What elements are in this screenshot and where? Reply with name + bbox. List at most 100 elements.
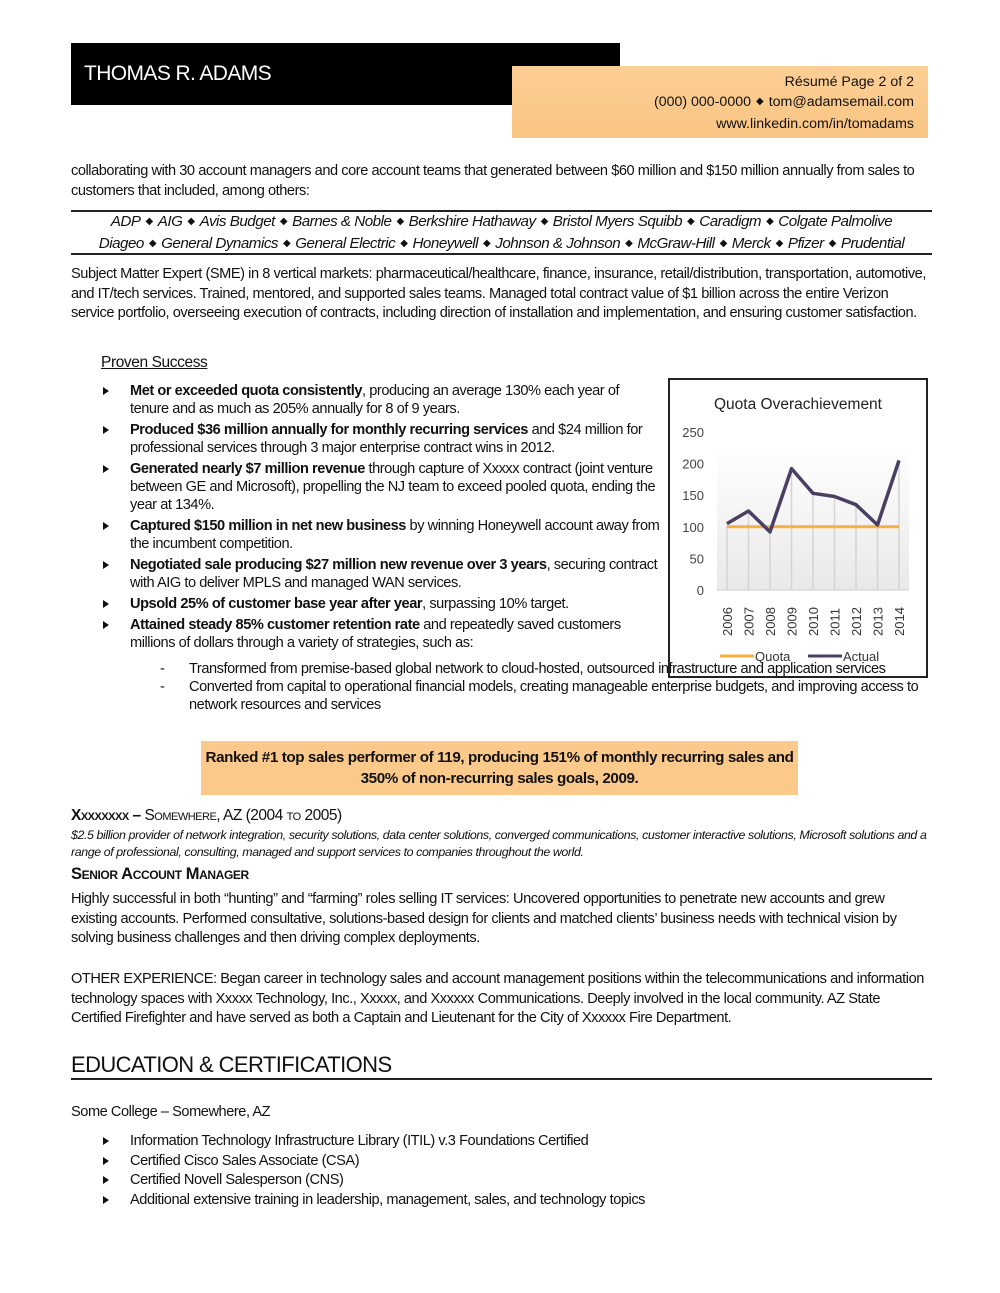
client-list: ADP ◆ AIG ◆ Avis Budget ◆ Barnes & Noble ◆ Berks… <box>71 212 932 256</box>
other-experience: OTHER EXPERIENCE: Began career in techno… <box>71 971 924 1027</box>
client-name: Prudential <box>840 235 905 252</box>
achievement-highlight: Met or exceeded quota consistently <box>130 383 363 399</box>
series-line-actual <box>726 459 901 534</box>
x-tick-label: 2014 <box>892 607 907 636</box>
chart-title: Quota Overachievement <box>714 396 883 413</box>
achievement-detail: and repeatedly saved customers millions … <box>130 617 621 651</box>
achievement-highlight: Produced $36 million annually for monthl… <box>130 422 528 438</box>
client-name: Colgate Palmolive <box>778 213 893 230</box>
diamond-icon: ◆ <box>540 216 549 227</box>
intro-paragraph: collaborating with 30 account managers a… <box>71 163 915 199</box>
achievement-highlight: Attained steady 85% customer retention r… <box>130 617 420 633</box>
client-name: ADP <box>110 213 141 230</box>
achievement-item: Generated nearly $7 million revenue thro… <box>100 460 660 514</box>
certification-item: Information Technology Infrastructure Li… <box>100 1132 900 1152</box>
job-title: Senior Account Manager <box>71 865 249 883</box>
candidate-name: THOMAS R. ADAMS <box>84 62 272 85</box>
achievement-item: Attained steady 85% customer retention r… <box>100 616 660 652</box>
divider <box>71 1078 932 1080</box>
achievement-highlight: Captured $150 million in net new busines… <box>130 518 406 534</box>
x-tick-label: 2010 <box>806 607 821 636</box>
y-tick-label: 100 <box>682 520 704 535</box>
client-name: Barnes & Noble <box>292 213 392 230</box>
client-name: General Electric <box>295 235 396 252</box>
strategy-list: Transformed from premise-based global ne… <box>160 660 935 714</box>
x-tick-label: 2007 <box>742 607 757 636</box>
contact-box: Résumé Page 2 of 2 (000) 000-0000 ◆ tom@ad… <box>512 66 928 138</box>
achievement-highlight: Upsold 25% of customer base year after y… <box>130 596 423 612</box>
divider <box>71 253 932 255</box>
diamond-icon: ◆ <box>396 216 404 227</box>
chart-canvas: Quota Overachievement 0 50 100 150 200 250 2006… <box>682 396 909 664</box>
client-name: Berkshire Hathaway <box>408 213 536 230</box>
achievement-detail: and $24 million for professional service… <box>130 422 643 456</box>
diamond-icon: ◆ <box>775 238 784 249</box>
diamond-icon: ◆ <box>148 238 157 249</box>
certification-item: Certified Novell Salesperson (CNS) <box>100 1171 900 1191</box>
client-row: ADP ◆ AIG ◆ Avis Budget ◆ Barnes & Noble ◆ Berks… <box>71 212 932 234</box>
linkedin-link[interactable]: www.linkedin.com/in/tomadams <box>716 116 914 132</box>
client-row: Diageo ◆ General Dynamics ◆ General Electric… <box>71 234 932 256</box>
achievement-item: Captured $150 million in net new busines… <box>100 517 660 553</box>
divider <box>71 210 932 212</box>
y-tick-label: 0 <box>697 583 704 598</box>
client-name: Honeywell <box>412 235 479 252</box>
sme-paragraph: Subject Matter Expert (SME) in 8 vertica… <box>71 266 926 322</box>
client-name: Pfizer <box>787 235 824 252</box>
company-description: $2.5 billion provider of network integra… <box>71 828 927 859</box>
job-header: Xxxxxxxx – Somewhere, AZ (2004 to 2005) <box>71 807 342 825</box>
diamond-icon: ◆ <box>828 238 837 249</box>
x-tick-label: 2008 <box>763 607 778 636</box>
diamond-icon: ◆ <box>687 216 695 227</box>
client-name: Diageo <box>98 235 145 252</box>
x-tick-label: 2009 <box>785 607 800 636</box>
proven-success-heading: Proven Success <box>101 354 208 371</box>
strategy-item: Converted from capital to operational fi… <box>160 678 935 714</box>
diamond-icon: ◆ <box>483 238 491 249</box>
education-heading: EDUCATION & CERTIFICATIONS <box>71 1052 392 1077</box>
diamond-icon: ◆ <box>279 216 288 227</box>
page-label: Résumé Page 2 of 2 <box>784 74 914 90</box>
client-name: McGraw-Hill <box>637 235 715 252</box>
achievement-detail: , securing contract with AIG to deliver … <box>130 557 658 591</box>
y-tick-label: 250 <box>682 425 704 440</box>
y-tick-label: 200 <box>682 457 704 472</box>
diamond-icon: ◆ <box>719 238 728 249</box>
quota-chart: Quota Overachievement 0 50 100 150 200 250 2006… <box>668 378 928 678</box>
client-name: AIG <box>157 213 183 230</box>
strategy-item: Transformed from premise-based global ne… <box>160 660 935 678</box>
diamond-icon: ◆ <box>766 216 774 227</box>
achievement-detail: , producing an average 130% each year of… <box>130 383 620 417</box>
email-link[interactable]: tom@adamsemail.com <box>768 94 914 110</box>
certification-item: Additional extensive training in leaders… <box>100 1191 900 1211</box>
legend-label: Actual <box>843 649 879 664</box>
achievement-detail: through capture of Xxxxx contract (joint… <box>130 461 656 513</box>
diamond-icon: ◆ <box>187 216 195 227</box>
diamond-icon: ◆ <box>400 238 408 249</box>
x-tick-label: 2013 <box>871 607 886 636</box>
achievement-detail: , surpassing 10% target. <box>422 596 569 612</box>
client-name: Caradigm <box>699 213 762 230</box>
client-name: Merck <box>731 235 771 252</box>
diamond-icon: ◆ <box>756 96 764 107</box>
achievement-item: Negotiated sale producing $27 million ne… <box>100 556 660 592</box>
achievement-highlight: Generated nearly $7 million revenue <box>130 461 365 477</box>
client-name: Bristol Myers Squibb <box>552 213 683 230</box>
certification-item: Certified Cisco Sales Associate (CSA) <box>100 1152 900 1172</box>
dash: – <box>128 807 145 824</box>
x-tick-label: 2012 <box>849 607 864 636</box>
x-tick-label: 2006 <box>720 607 735 636</box>
achievement-item: Met or exceeded quota consistently, prod… <box>100 382 660 418</box>
achievement-item: Upsold 25% of customer base year after y… <box>100 595 660 613</box>
achievement-highlight: Negotiated sale producing $27 million ne… <box>130 557 547 573</box>
job-summary: Highly successful in both “hunting” and … <box>71 891 897 947</box>
certification-list: Information Technology Infrastructure Li… <box>100 1132 900 1210</box>
achievement-detail: by winning Honeywell account away from t… <box>130 518 660 552</box>
proven-success-list: Met or exceeded quota consistently, prod… <box>100 382 660 652</box>
job-location-dates: Somewhere, AZ (2004 to 2005) <box>144 807 342 824</box>
ranking-callout: Ranked #1 top sales performer of 119, pr… <box>201 741 798 795</box>
diamond-icon: ◆ <box>145 216 154 227</box>
y-tick-label: 50 <box>690 551 704 566</box>
school: Some College – Somewhere, AZ <box>71 1104 271 1120</box>
legend-label: Quota <box>755 649 791 664</box>
